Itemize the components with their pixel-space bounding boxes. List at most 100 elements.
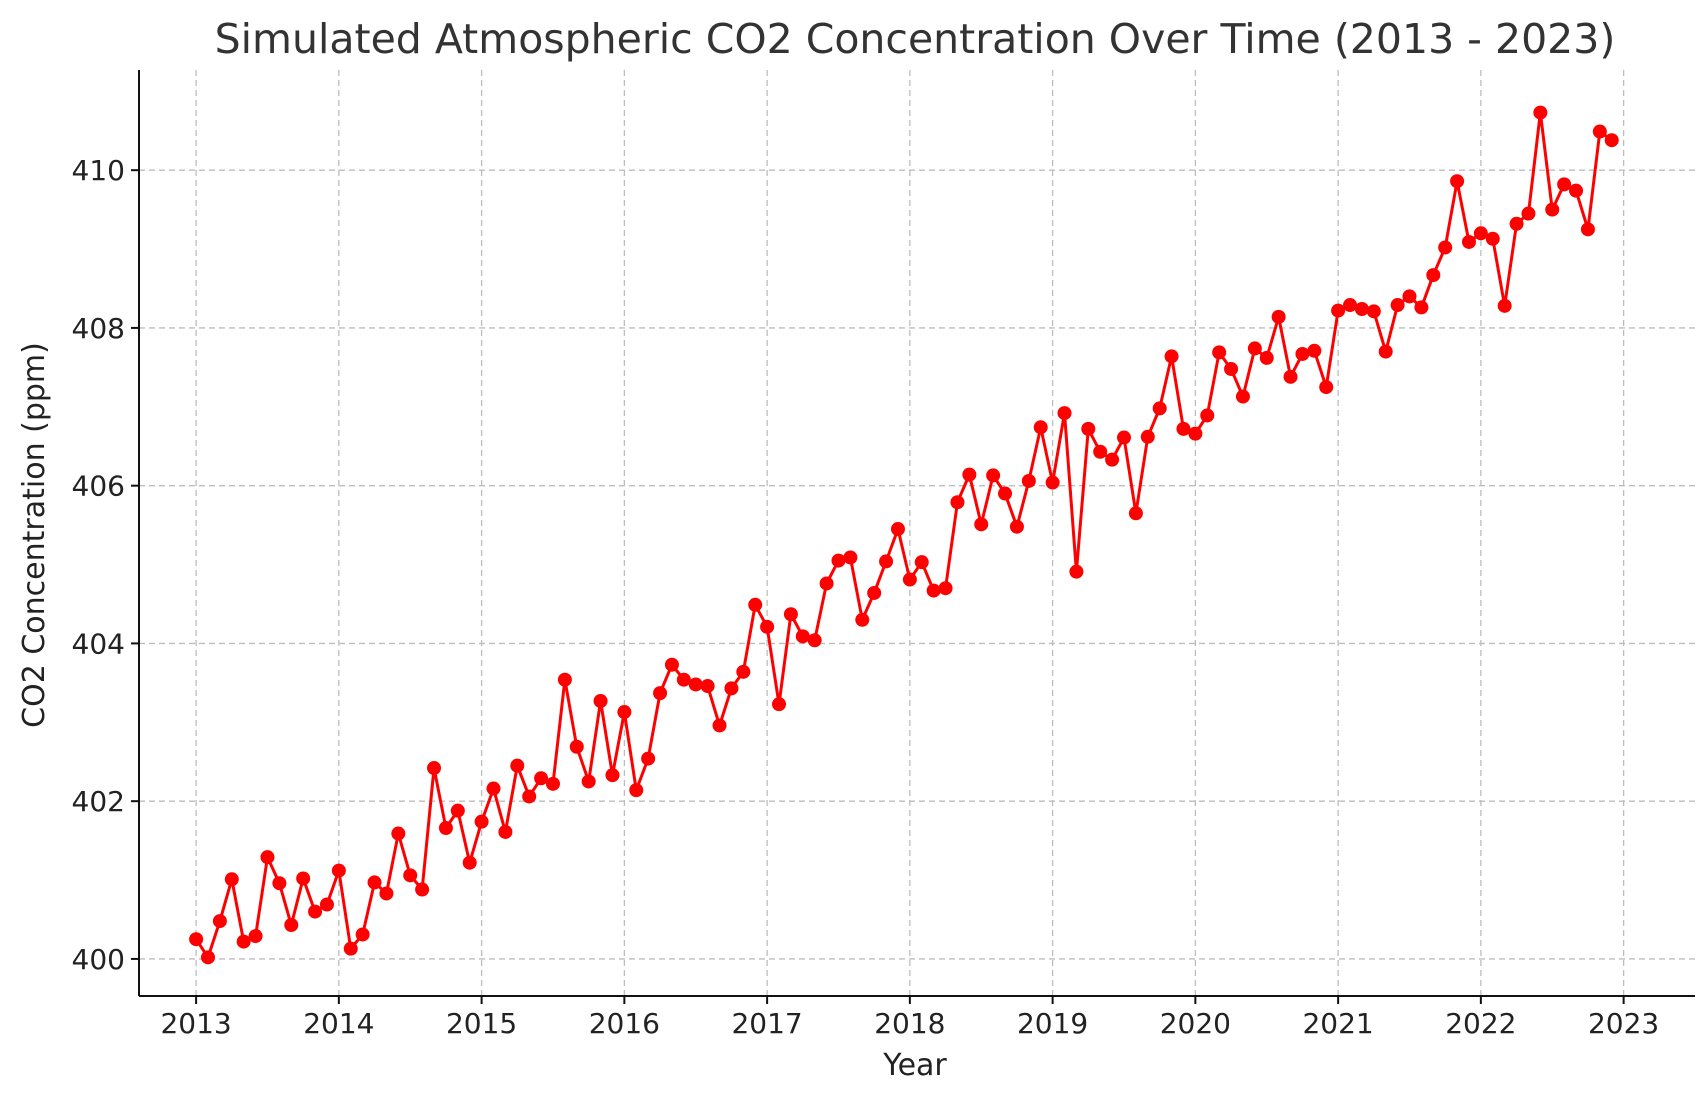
data-point [1485,231,1500,246]
data-point [1176,421,1191,436]
data-point [843,550,858,565]
data-point [1426,268,1441,283]
data-point [926,583,941,598]
data-point [355,927,370,942]
data-point [772,697,787,712]
data-point [415,882,430,897]
data-point [534,771,549,786]
data-point [1128,506,1143,521]
data-point [1461,234,1476,249]
data-point [1390,298,1405,313]
x-tick-label: 2013 [160,1007,231,1040]
data-point [688,677,703,692]
data-point [605,768,620,783]
data-point [1152,401,1167,416]
y-tick-label: 406 [72,470,125,503]
data-point [1224,361,1239,376]
data-point [855,612,870,627]
data-point [748,597,763,612]
axes [138,70,1695,997]
data-point [1057,406,1072,421]
data-point [1045,475,1060,490]
data-point [391,826,406,841]
x-axis-label: Year [882,1048,947,1083]
data-point [474,814,489,829]
data-point [1307,343,1322,358]
data-point [1604,133,1619,148]
data-point [998,486,1013,501]
data-point [1438,240,1453,255]
data-point [1140,429,1155,444]
data-point [1283,369,1298,384]
x-tick-label: 2014 [303,1007,374,1040]
data-point [498,824,513,839]
data-point [831,553,846,568]
data-point [986,468,1001,483]
data-point [1569,183,1584,198]
x-tick-label: 2015 [446,1007,517,1040]
data-point [1021,473,1036,488]
data-point [427,761,442,776]
data-point [1271,309,1286,324]
data-point [700,679,715,694]
data-point [867,585,882,600]
data-point [974,517,989,532]
data-point [962,467,977,482]
data-point [1247,341,1262,356]
data-point [438,820,453,835]
data-point [1473,226,1488,241]
y-tick-label: 410 [72,154,125,187]
data-point [1557,177,1572,192]
data-point [593,694,608,709]
data-point [1295,346,1310,361]
data-point [189,932,204,947]
data-point [343,941,358,956]
data-point [617,705,632,720]
data-point [950,495,965,510]
data-point [1093,444,1108,459]
data-point [653,686,668,701]
data-point [1164,349,1179,364]
data-point [1009,519,1024,534]
data-point [629,783,644,798]
data-point [902,572,917,587]
data-point [736,664,751,679]
data-point [581,774,596,789]
data-point [522,789,537,804]
data-point [1212,345,1227,360]
x-tick-label: 2022 [1445,1007,1516,1040]
data-point [200,950,215,965]
x-tick-label: 2019 [1017,1007,1088,1040]
data-point [1081,421,1096,436]
data-point [712,718,727,733]
data-point [308,904,323,919]
data-point [1069,564,1084,579]
data-point [557,672,572,687]
data-point [1235,389,1250,404]
data-point [236,934,251,949]
grid-lines [139,70,1695,996]
data-point [890,522,905,537]
data-point [1592,124,1607,139]
data-point [462,855,477,870]
data-point [819,576,834,591]
data-point [212,914,227,929]
data-point [1450,174,1465,189]
data-point [403,868,418,883]
data-point [248,929,263,944]
data-point [641,751,656,766]
x-tick-label: 2020 [1160,1007,1231,1040]
data-point [664,657,679,672]
data-point [486,781,501,796]
y-tick-label: 408 [72,312,125,345]
data-point [1033,420,1048,435]
data-point [879,554,894,569]
y-tick-label: 400 [72,943,125,976]
data-point [284,918,299,933]
x-tick-label: 2018 [874,1007,945,1040]
data-point [795,629,810,644]
data-point [450,803,465,818]
data-point [510,758,525,773]
